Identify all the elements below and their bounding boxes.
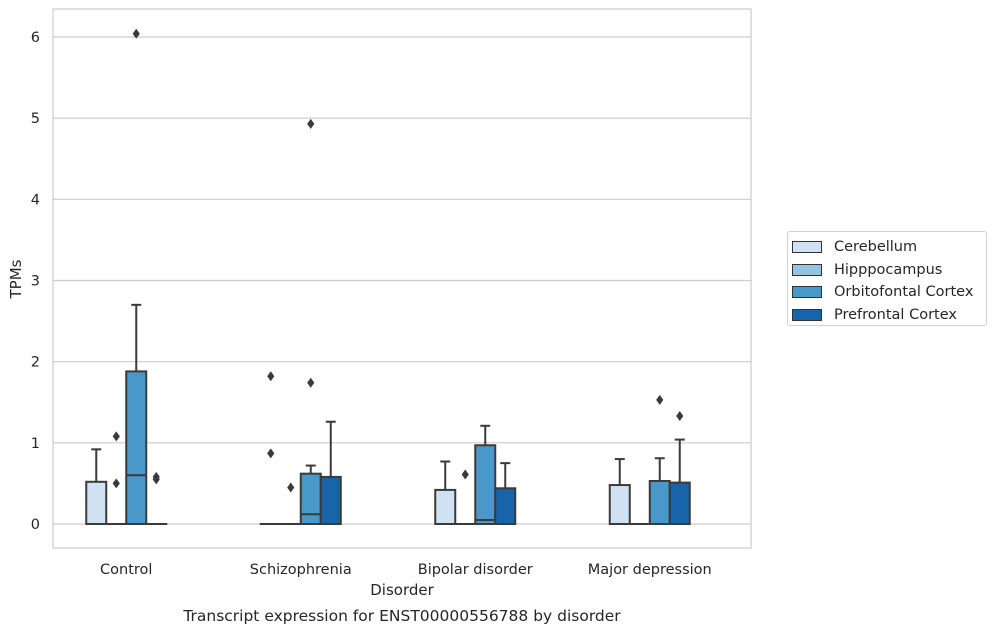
box-rect xyxy=(608,484,631,526)
outlier-point xyxy=(112,431,120,442)
legend-swatch-cerebellum xyxy=(792,241,822,254)
box-rect xyxy=(668,481,691,526)
legend-swatch-hippocampus xyxy=(792,263,822,276)
box-0-0 xyxy=(85,448,108,525)
chart-caption: Transcript expression for ENST0000055678… xyxy=(182,607,621,625)
outlier-point xyxy=(287,482,295,493)
box-2-1 xyxy=(299,118,322,525)
legend-item-hippocampus: Hipppocampus xyxy=(792,259,986,282)
legend-label-orbitofrontal: Orbitofontal Cortex xyxy=(834,284,974,301)
box-2-2 xyxy=(474,424,497,526)
x-tick-label: Control xyxy=(100,562,152,578)
y-tick-label: 0 xyxy=(31,517,40,533)
legend-item-prefrontal: Prefrontal Cortex xyxy=(792,304,986,327)
box-3-2 xyxy=(494,462,517,525)
y-tick-label: 4 xyxy=(31,192,40,208)
legend: Cerebellum Hipppocampus Orbitofontal Cor… xyxy=(787,231,987,326)
legend-swatch-prefrontal xyxy=(792,308,822,321)
outlier-point xyxy=(152,471,160,482)
box-rect xyxy=(474,444,497,526)
legend-swatch-orbitofrontal xyxy=(792,286,822,299)
outlier-point xyxy=(307,118,315,129)
y-tick-label: 1 xyxy=(31,436,40,452)
legend-item-orbitofrontal: Orbitofontal Cortex xyxy=(792,281,986,304)
x-tick-label: Major depression xyxy=(588,562,712,578)
box-0-1 xyxy=(259,371,282,526)
y-axis-label: TPMs xyxy=(7,259,25,299)
x-axis-label: Disorder xyxy=(370,581,434,599)
box-rect xyxy=(299,472,322,525)
box-rect xyxy=(319,475,342,526)
box-3-0 xyxy=(145,471,168,526)
box-1-0 xyxy=(105,431,128,526)
box-2-0 xyxy=(125,28,148,526)
box-3-1 xyxy=(319,420,342,526)
box-rect xyxy=(648,479,671,525)
outlier-point xyxy=(267,371,275,382)
box-0-3 xyxy=(608,458,631,526)
x-tick-label: Bipolar disorder xyxy=(418,562,533,578)
outlier-point xyxy=(307,377,315,388)
box-2-3 xyxy=(648,394,671,525)
outlier-point xyxy=(132,28,140,39)
box-series xyxy=(85,28,691,526)
box-3-3 xyxy=(668,411,691,526)
legend-label-hippocampus: Hipppocampus xyxy=(834,261,943,278)
box-rect xyxy=(125,370,148,526)
box-0-2 xyxy=(434,460,457,526)
y-tick-label: 6 xyxy=(31,30,40,46)
legend-label-cerebellum: Cerebellum xyxy=(834,239,918,256)
y-tick-label: 2 xyxy=(31,355,40,371)
box-rect xyxy=(434,488,457,526)
outlier-point xyxy=(676,411,684,422)
plot-frame xyxy=(52,8,752,549)
outlier-point xyxy=(656,394,664,405)
y-tick-labels: 0 1 2 3 4 5 6 xyxy=(31,30,40,533)
box-rect xyxy=(494,487,517,525)
outlier-point xyxy=(112,478,120,489)
box-rect xyxy=(85,480,108,525)
x-tick-labels: Control Schizophrenia Bipolar disorder Majo… xyxy=(100,562,712,578)
outlier-point xyxy=(267,448,275,459)
legend-item-cerebellum: Cerebellum xyxy=(792,236,986,259)
grid-lines xyxy=(53,36,751,525)
x-tick-label: Schizophrenia xyxy=(250,562,352,578)
box-1-2 xyxy=(454,469,477,526)
box-1-1 xyxy=(279,482,302,526)
legend-label-prefrontal: Prefrontal Cortex xyxy=(834,306,957,323)
y-tick-label: 5 xyxy=(31,111,40,127)
y-tick-label: 3 xyxy=(31,274,40,290)
outlier-point xyxy=(461,469,469,480)
